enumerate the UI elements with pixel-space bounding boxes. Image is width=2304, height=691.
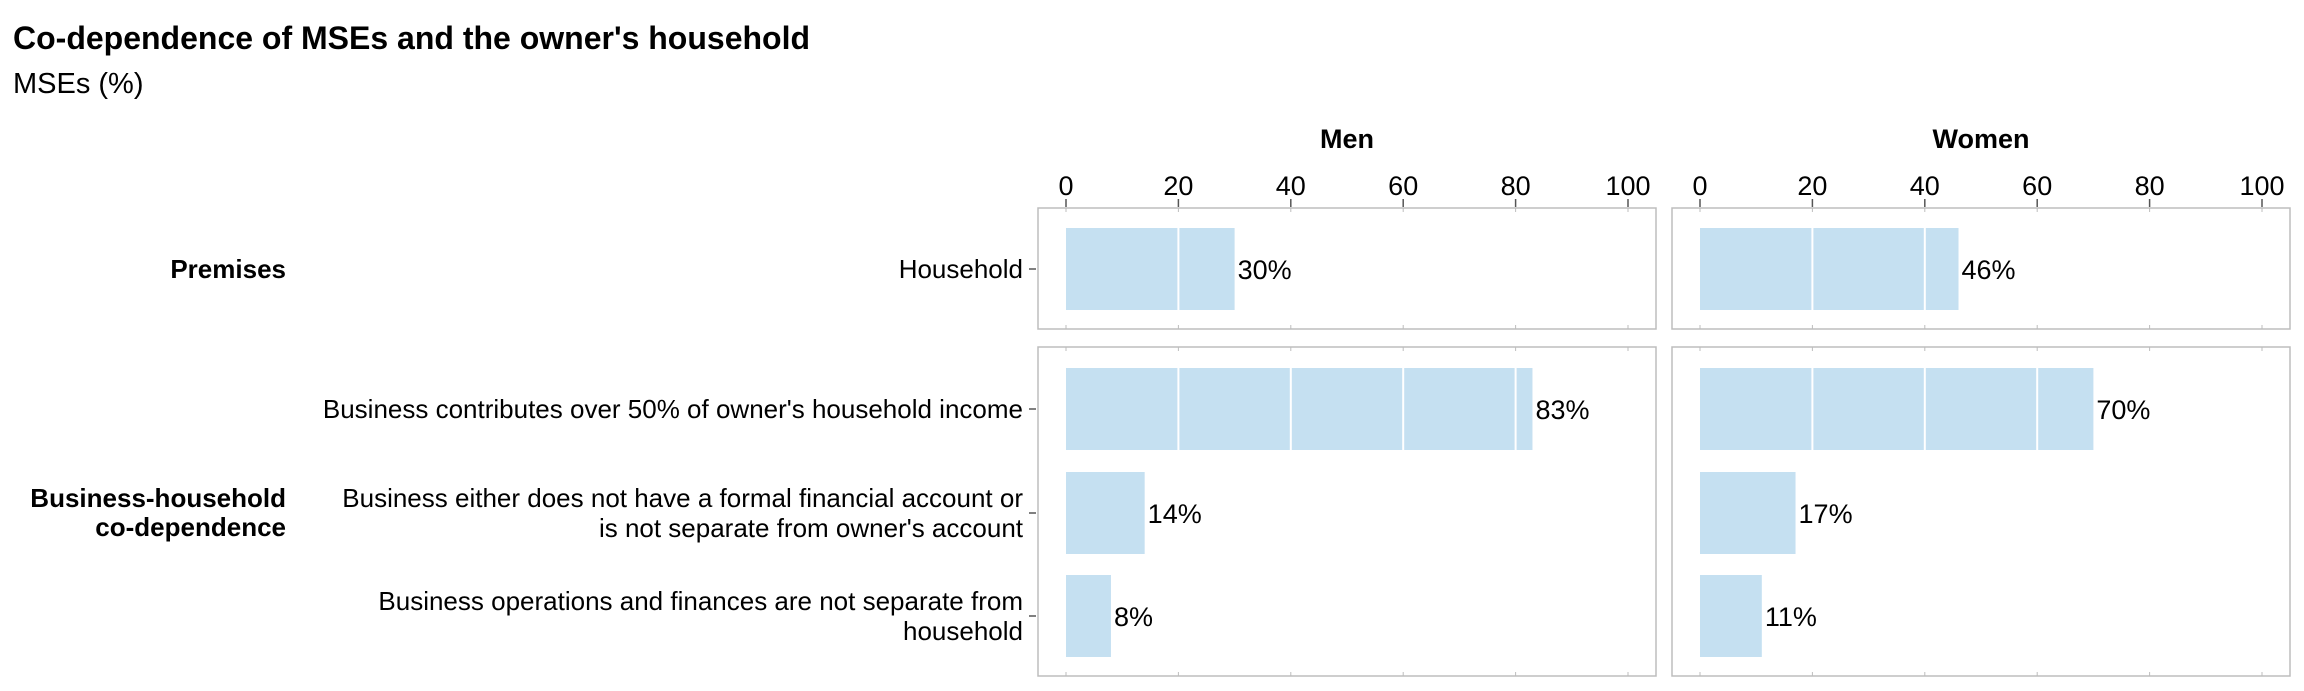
x-tick-label: 100 bbox=[1605, 171, 1650, 201]
bar bbox=[1066, 472, 1145, 554]
bar bbox=[1066, 228, 1235, 310]
data-label: 70% bbox=[2096, 395, 2150, 425]
x-tick-label: 60 bbox=[1388, 171, 1418, 201]
x-tick-label: 0 bbox=[1692, 171, 1707, 201]
x-tick-label: 80 bbox=[1501, 171, 1531, 201]
bar bbox=[1700, 368, 2094, 450]
data-label: 14% bbox=[1148, 499, 1202, 529]
group-label: Business-household co-dependence bbox=[30, 483, 286, 542]
category-label: Household bbox=[899, 254, 1023, 284]
x-tick-label: 60 bbox=[2022, 171, 2052, 201]
x-tick-label: 20 bbox=[1163, 171, 1193, 201]
x-tick-label: 40 bbox=[1910, 171, 1940, 201]
x-tick-label: 80 bbox=[2135, 171, 2165, 201]
bar bbox=[1700, 472, 1796, 554]
category-label: Business either does not have a formal f… bbox=[342, 483, 1024, 543]
data-label: 8% bbox=[1114, 602, 1153, 632]
facet-label-women: Women bbox=[1932, 124, 2029, 154]
group-label: Premises bbox=[170, 254, 286, 284]
facet-label-men: Men bbox=[1320, 124, 1374, 154]
data-label: 11% bbox=[1765, 602, 1817, 632]
data-label: 17% bbox=[1799, 499, 1853, 529]
category-label: Business operations and finances are not… bbox=[378, 586, 1023, 646]
x-tick-label: 0 bbox=[1058, 171, 1073, 201]
chart-subtitle: MSEs (%) bbox=[13, 68, 144, 100]
chart-title: Co-dependence of MSEs and the owner's ho… bbox=[13, 20, 810, 56]
data-label: 46% bbox=[1962, 255, 2016, 285]
x-tick-label: 40 bbox=[1276, 171, 1306, 201]
bar bbox=[1700, 228, 1959, 310]
category-label: Business contributes over 50% of owner's… bbox=[323, 394, 1023, 424]
x-tick-label: 100 bbox=[2239, 171, 2284, 201]
bar bbox=[1700, 575, 1762, 657]
bar bbox=[1066, 368, 1533, 450]
bar bbox=[1066, 575, 1111, 657]
plot-area: Men 0 20 40 60 80 100 30% 83% 14% 8% Women 0 20 40 60 80… bbox=[30, 124, 2291, 677]
data-label: 30% bbox=[1238, 255, 1292, 285]
x-tick-label: 20 bbox=[1797, 171, 1827, 201]
data-label: 83% bbox=[1535, 395, 1589, 425]
